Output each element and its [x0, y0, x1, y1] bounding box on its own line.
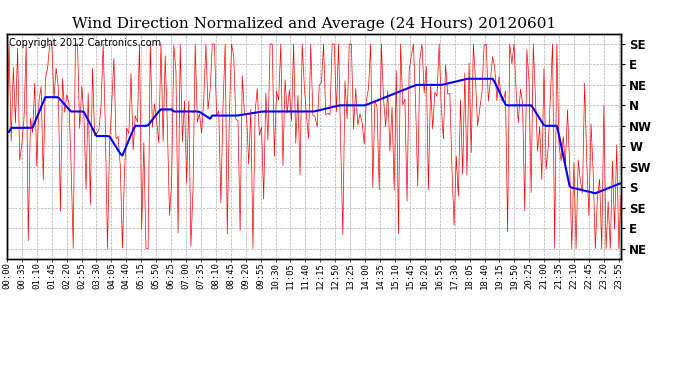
Text: Copyright 2012 Cartronics.com: Copyright 2012 Cartronics.com [9, 38, 161, 48]
Title: Wind Direction Normalized and Average (24 Hours) 20120601: Wind Direction Normalized and Average (2… [72, 17, 556, 31]
